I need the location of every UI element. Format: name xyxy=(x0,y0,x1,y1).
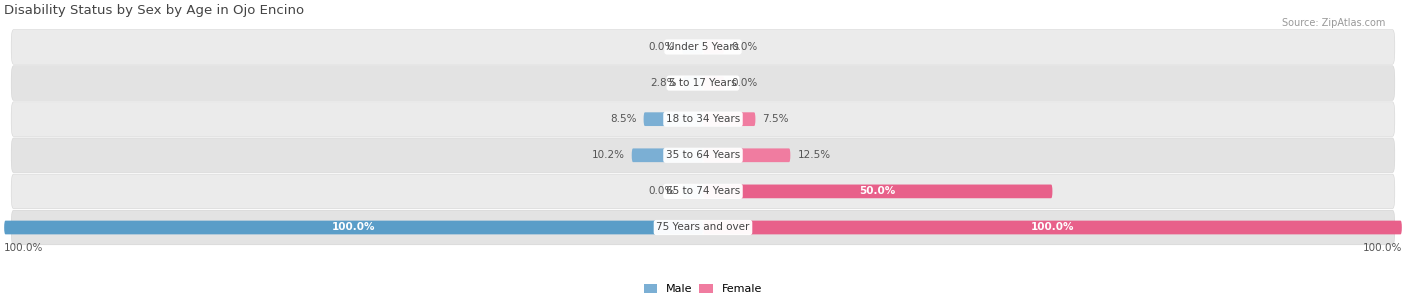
FancyBboxPatch shape xyxy=(11,210,1395,245)
Text: 100.0%: 100.0% xyxy=(1031,223,1074,232)
FancyBboxPatch shape xyxy=(11,66,1395,100)
Text: 50.0%: 50.0% xyxy=(859,186,896,196)
FancyBboxPatch shape xyxy=(682,185,703,198)
Legend: Male, Female: Male, Female xyxy=(640,279,766,298)
FancyBboxPatch shape xyxy=(683,76,703,90)
Text: 0.0%: 0.0% xyxy=(648,42,675,52)
FancyBboxPatch shape xyxy=(703,221,1402,234)
FancyBboxPatch shape xyxy=(644,112,703,126)
Text: 75 Years and over: 75 Years and over xyxy=(657,223,749,232)
Text: 100.0%: 100.0% xyxy=(4,243,44,253)
Text: 100.0%: 100.0% xyxy=(1362,243,1402,253)
Text: Source: ZipAtlas.com: Source: ZipAtlas.com xyxy=(1281,18,1385,28)
Text: 0.0%: 0.0% xyxy=(648,186,675,196)
Text: Under 5 Years: Under 5 Years xyxy=(666,42,740,52)
Text: 35 to 64 Years: 35 to 64 Years xyxy=(666,150,740,160)
FancyBboxPatch shape xyxy=(11,30,1395,64)
Text: 0.0%: 0.0% xyxy=(731,42,758,52)
FancyBboxPatch shape xyxy=(4,221,703,234)
Text: 2.8%: 2.8% xyxy=(650,78,676,88)
Text: 10.2%: 10.2% xyxy=(592,150,624,160)
FancyBboxPatch shape xyxy=(703,185,1053,198)
FancyBboxPatch shape xyxy=(11,102,1395,137)
FancyBboxPatch shape xyxy=(703,149,790,162)
Text: 100.0%: 100.0% xyxy=(332,223,375,232)
Text: Disability Status by Sex by Age in Ojo Encino: Disability Status by Sex by Age in Ojo E… xyxy=(4,4,304,17)
FancyBboxPatch shape xyxy=(11,174,1395,209)
Text: 0.0%: 0.0% xyxy=(731,78,758,88)
Text: 18 to 34 Years: 18 to 34 Years xyxy=(666,114,740,124)
FancyBboxPatch shape xyxy=(703,40,724,54)
Text: 8.5%: 8.5% xyxy=(610,114,637,124)
FancyBboxPatch shape xyxy=(703,76,724,90)
FancyBboxPatch shape xyxy=(11,138,1395,173)
Text: 5 to 17 Years: 5 to 17 Years xyxy=(669,78,737,88)
Text: 12.5%: 12.5% xyxy=(797,150,831,160)
Text: 7.5%: 7.5% xyxy=(762,114,789,124)
FancyBboxPatch shape xyxy=(703,112,755,126)
FancyBboxPatch shape xyxy=(682,40,703,54)
FancyBboxPatch shape xyxy=(631,149,703,162)
Text: 65 to 74 Years: 65 to 74 Years xyxy=(666,186,740,196)
